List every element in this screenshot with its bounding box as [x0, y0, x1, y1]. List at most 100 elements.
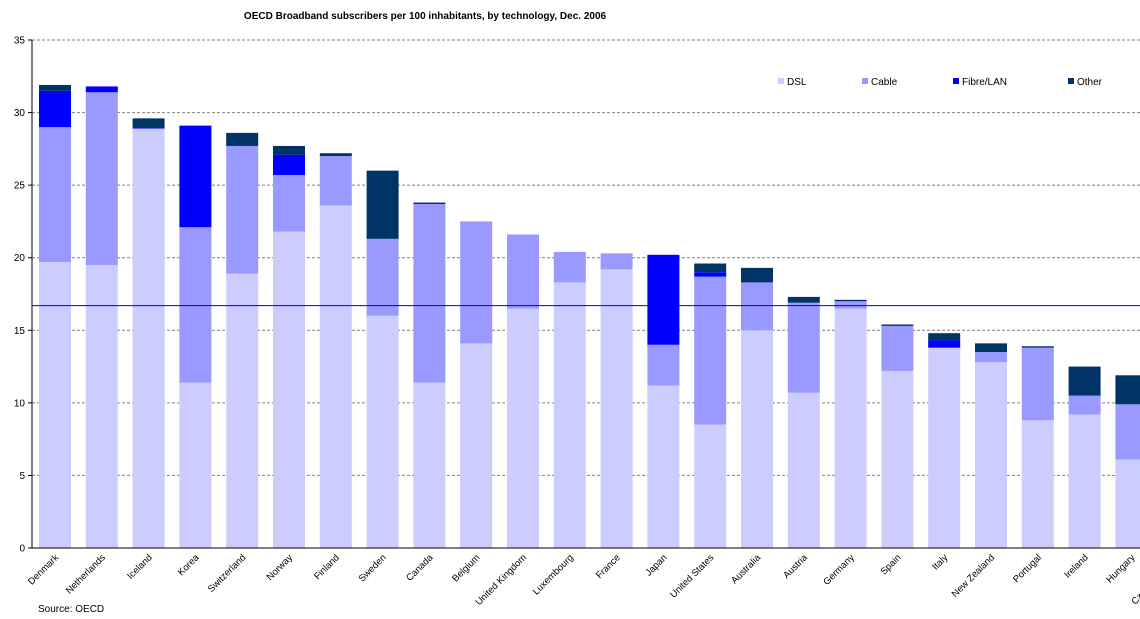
- bar-segment: [179, 227, 212, 383]
- x-tick-label: Norway: [265, 552, 296, 583]
- bar-segment: [975, 352, 1007, 363]
- bar-segment: [1068, 414, 1101, 548]
- x-tick-label: Iceland: [125, 552, 154, 581]
- x-tick-label: Austria: [781, 552, 810, 581]
- bar-segment: [1068, 366, 1101, 396]
- x-tick-label: United States: [668, 552, 716, 600]
- bar-segment: [600, 253, 633, 270]
- x-tick-label: Japan: [643, 552, 669, 578]
- bar-segment: [975, 343, 1007, 353]
- bar-segment: [413, 202, 446, 205]
- bar-segment: [226, 145, 259, 274]
- bar-segment: [694, 272, 727, 277]
- bar-segment: [787, 392, 820, 548]
- bar-segment: [413, 204, 446, 383]
- chart-title: OECD Broadband subscribers per 100 inhab…: [243, 11, 607, 22]
- y-axis-ticks: 0 5 10 15 20 25 30 35: [14, 36, 32, 555]
- x-tick-label: Sweden: [357, 552, 389, 584]
- y-tick-label: 20: [14, 253, 26, 264]
- y-tick-label: 5: [19, 471, 25, 482]
- x-tick-label: Australia: [729, 552, 763, 586]
- x-tick-label: Ireland: [1062, 552, 1090, 580]
- bar-segment: [647, 254, 680, 345]
- bar-segment: [39, 90, 71, 128]
- legend-label: DSL: [787, 77, 807, 88]
- bar-segment: [132, 128, 165, 548]
- bar-segment: [1068, 395, 1101, 415]
- bar-segment: [741, 330, 773, 548]
- bar-segment: [366, 238, 399, 316]
- y-tick-label: 10: [14, 398, 26, 409]
- bar-segment: [1115, 459, 1140, 548]
- bar-segment: [553, 251, 586, 283]
- bar-segment: [366, 170, 399, 239]
- bar-segment: [132, 118, 165, 128]
- x-tick-label: Canada: [404, 552, 436, 584]
- y-tick-label: 0: [19, 544, 25, 555]
- bar-segment: [928, 333, 961, 341]
- x-tick-label: Switzerland: [206, 552, 249, 595]
- bar-segment: [226, 273, 259, 548]
- bar-segment: [132, 127, 165, 129]
- bar-segment: [694, 263, 727, 273]
- legend-swatch: [1068, 78, 1074, 84]
- legend-swatch: [862, 78, 868, 84]
- x-tick-label: France: [594, 552, 623, 581]
- bar-segment: [741, 282, 773, 331]
- bar-segment: [694, 424, 727, 548]
- bar-segment: [1115, 404, 1140, 460]
- bar-segment: [881, 325, 914, 371]
- bar-segment: [834, 308, 867, 548]
- bar-segment: [273, 154, 305, 175]
- x-tick-label: Belgium: [450, 552, 482, 584]
- bar-segment: [39, 262, 71, 548]
- legend-swatch: [778, 78, 784, 84]
- bar-segment: [507, 308, 539, 548]
- bar-segment: [460, 343, 493, 548]
- bar-segment: [787, 296, 820, 303]
- y-tick-label: 25: [14, 181, 26, 192]
- x-tick-label: Luxembourg: [531, 552, 576, 597]
- bar-segment: [1021, 346, 1054, 348]
- x-tick-label: Germany: [821, 552, 857, 588]
- chart-source: Source: OECD: [38, 604, 105, 615]
- bar-segment: [319, 153, 352, 157]
- bar-segment: [39, 127, 71, 263]
- x-tick-label: Italy: [930, 552, 950, 572]
- x-tick-label: Korea: [176, 552, 202, 578]
- bar-segment: [600, 269, 633, 548]
- bar-segment: [881, 370, 914, 548]
- bar-segment: [319, 156, 352, 206]
- bar-segment: [179, 125, 212, 228]
- bar-segment: [460, 221, 493, 344]
- legend: DSL Cable Fibre/LAN Other: [778, 77, 1103, 88]
- x-tick-label: United Kingdom: [474, 552, 530, 608]
- bar-segment: [1115, 375, 1140, 405]
- bar-segment: [85, 86, 118, 93]
- x-tick-label: Portugal: [1011, 552, 1044, 585]
- bars: [39, 84, 1140, 549]
- legend-label: Other: [1077, 77, 1103, 88]
- bar-segment: [694, 276, 727, 425]
- bar-segment: [366, 315, 399, 548]
- bar-segment: [1021, 347, 1054, 421]
- bar-segment: [273, 145, 305, 155]
- bar-segment: [834, 301, 867, 309]
- x-tick-label: Netherlands: [64, 552, 108, 596]
- bar-segment: [741, 267, 773, 283]
- bar-segment: [226, 132, 259, 146]
- x-tick-label: Finland: [312, 552, 342, 582]
- bar-segment: [553, 282, 586, 548]
- legend-label: Fibre/LAN: [962, 77, 1007, 88]
- bar-segment: [881, 324, 914, 326]
- bar-segment: [85, 264, 118, 548]
- bar-segment: [413, 382, 446, 548]
- bar-segment: [273, 174, 305, 232]
- bar-segment: [319, 205, 352, 548]
- bar-segment: [507, 234, 539, 309]
- x-tick-label: Hungary: [1104, 552, 1137, 585]
- bar-segment: [787, 302, 820, 393]
- bar-segment: [975, 362, 1007, 548]
- y-tick-label: 35: [14, 36, 26, 47]
